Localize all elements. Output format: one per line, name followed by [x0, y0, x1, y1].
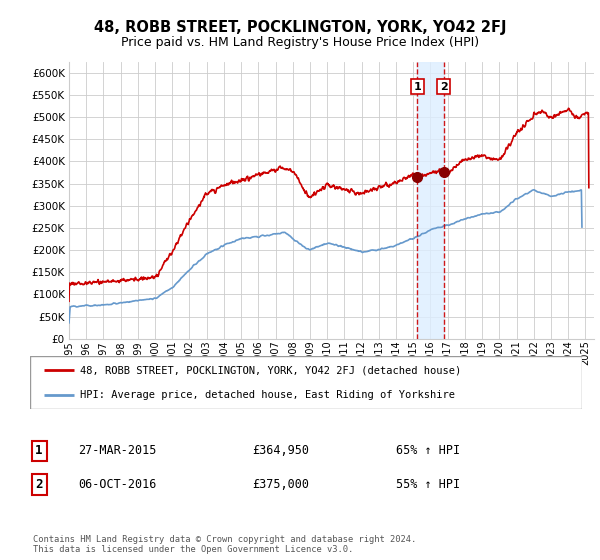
- Text: 65% ↑ HPI: 65% ↑ HPI: [396, 444, 460, 458]
- Text: 06-OCT-2016: 06-OCT-2016: [78, 478, 157, 491]
- Text: HPI: Average price, detached house, East Riding of Yorkshire: HPI: Average price, detached house, East…: [80, 390, 455, 400]
- Text: 48, ROBB STREET, POCKLINGTON, YORK, YO42 2FJ: 48, ROBB STREET, POCKLINGTON, YORK, YO42…: [94, 20, 506, 35]
- Text: 1: 1: [413, 82, 421, 91]
- Text: 48, ROBB STREET, POCKLINGTON, YORK, YO42 2FJ (detached house): 48, ROBB STREET, POCKLINGTON, YORK, YO42…: [80, 366, 461, 376]
- Text: 2: 2: [35, 478, 43, 491]
- Text: 55% ↑ HPI: 55% ↑ HPI: [396, 478, 460, 491]
- Text: £364,950: £364,950: [252, 444, 309, 458]
- Bar: [417, 62, 443, 339]
- Text: Price paid vs. HM Land Registry's House Price Index (HPI): Price paid vs. HM Land Registry's House …: [121, 36, 479, 49]
- Text: £375,000: £375,000: [252, 478, 309, 491]
- Text: Contains HM Land Registry data © Crown copyright and database right 2024.
This d: Contains HM Land Registry data © Crown c…: [33, 535, 416, 554]
- Text: 27-MAR-2015: 27-MAR-2015: [78, 444, 157, 458]
- Text: 1: 1: [35, 444, 43, 458]
- Text: 2: 2: [440, 82, 448, 91]
